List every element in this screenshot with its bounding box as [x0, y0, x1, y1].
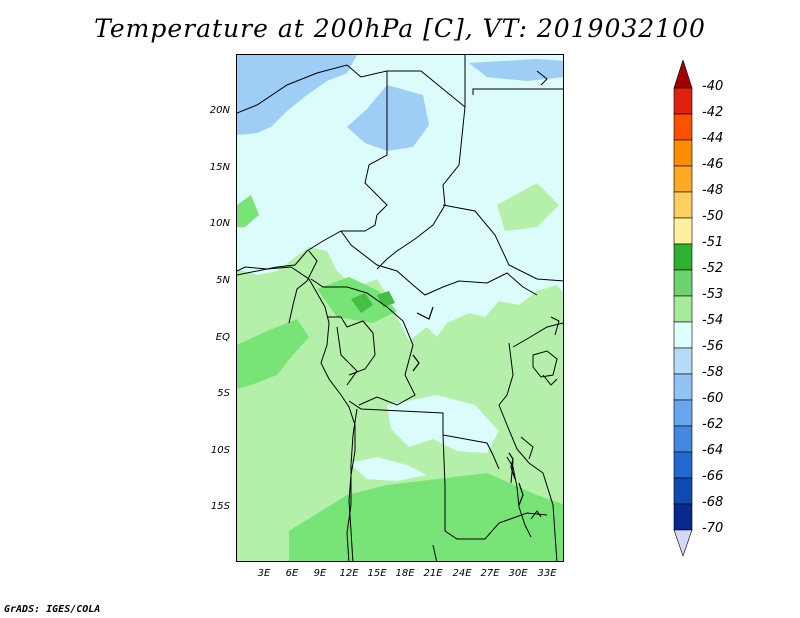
colorbar-bottom-arrow [673, 529, 693, 557]
band-m54-patch [237, 205, 277, 235]
band-m52-patch [237, 195, 259, 227]
colorbar-swatch [673, 217, 693, 245]
colorbar-label: -51 [702, 235, 724, 250]
band-m56-patch [347, 85, 429, 151]
colorbar-label: -62 [702, 417, 724, 432]
lon-label: 30E [508, 568, 528, 579]
colorbar-label: -60 [702, 391, 724, 406]
band-m53-patch [497, 183, 559, 231]
lon-label: 12E [339, 568, 359, 579]
lon-label: 3E [257, 568, 271, 579]
lon-label: 24E [452, 568, 472, 579]
inland-water [412, 306, 524, 506]
lon-label: 9E [313, 568, 327, 579]
colorbar-label: -66 [702, 469, 724, 484]
colorbar-swatch [673, 503, 693, 531]
coastline [237, 266, 356, 561]
colorbar-label: -68 [702, 495, 724, 510]
lon-label: 21E [423, 568, 443, 579]
band-m56-patch [469, 59, 563, 81]
lat-label: 10N [209, 218, 230, 229]
lon-label: 33E [537, 568, 557, 579]
colorbar-label: -46 [702, 157, 724, 172]
colorbar-top-arrow [673, 60, 693, 89]
temperature-map [237, 55, 563, 561]
colorbar-label: -40 [702, 79, 724, 94]
colorbar-label: -50 [702, 209, 724, 224]
lat-label: 15S [210, 501, 230, 512]
lat-label: 10S [210, 445, 230, 456]
colorbar-swatch [673, 451, 693, 479]
colorbar-swatch [673, 87, 693, 115]
colorbar-swatch [673, 477, 693, 505]
colorbar [673, 60, 693, 557]
colorbar-label: -52 [702, 261, 724, 276]
lon-label: 27E [480, 568, 500, 579]
band-m51-patch [351, 293, 373, 313]
map-panel [236, 54, 564, 562]
colorbar-swatch [673, 373, 693, 401]
colorbar-label: -44 [702, 131, 724, 146]
colorbar-swatch [673, 347, 693, 375]
country-borders [237, 55, 563, 561]
colorbar-label: -56 [702, 339, 724, 354]
colorbar-swatch [673, 191, 693, 219]
colorbar-swatch [673, 165, 693, 193]
colorbar-swatch [673, 113, 693, 141]
lon-label: 18E [395, 568, 415, 579]
colorbar-swatch [673, 139, 693, 167]
colorbar-label: -64 [702, 443, 724, 458]
band-m54 [237, 55, 563, 341]
chart-title: Temperature at 200hPa [C], VT: 201903210… [94, 14, 706, 43]
lon-label: 6E [285, 568, 299, 579]
colorbar-swatch [673, 321, 693, 349]
colorbar-swatch [673, 269, 693, 297]
lat-label: 15N [209, 162, 230, 173]
colorbar-swatch [673, 399, 693, 427]
colorbar-label: -70 [702, 521, 724, 536]
lat-label: 5S [217, 388, 230, 399]
colorbar-label: -53 [702, 287, 724, 302]
colorbar-swatch [673, 425, 693, 453]
band-m52-patch [289, 473, 563, 561]
colorbar-label: -54 [702, 313, 724, 328]
lat-label: 5N [216, 275, 230, 286]
colorbar-swatch [673, 295, 693, 323]
band-m52-patch [237, 319, 309, 389]
colorbar-label: -48 [702, 183, 724, 198]
band-m54-patch [349, 457, 427, 481]
colorbar-label: -58 [702, 365, 724, 380]
lat-label: EQ [215, 332, 230, 343]
lat-label: 20N [209, 105, 230, 116]
colorbar-swatch [673, 243, 693, 271]
credit-text: GrADS: IGES/COLA [4, 604, 101, 615]
band-m56 [237, 55, 357, 135]
lon-label: 15E [367, 568, 387, 579]
colorbar-label: -42 [702, 105, 724, 120]
